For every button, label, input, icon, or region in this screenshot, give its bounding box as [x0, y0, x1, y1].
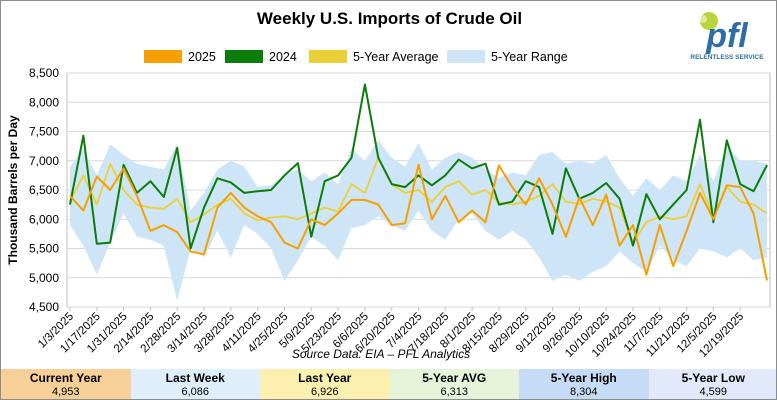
stat-value: 6,926 — [310, 386, 339, 398]
stat-5yr-avg: 5-Year AVG 6,313 — [389, 369, 519, 399]
stats-bar: Current Year 4,953 Last Week 6,086 Last … — [1, 369, 776, 399]
legend-swatch-5-year-average — [309, 50, 347, 63]
svg-text:RELENTLESS SERVICE: RELENTLESS SERVICE — [690, 54, 764, 61]
svg-text:pfl: pfl — [705, 17, 749, 55]
stat-5yr-high: 5-Year High 8,304 — [519, 369, 649, 399]
y-tick-label: 5,000 — [29, 271, 59, 285]
stat-value: 4,953 — [51, 386, 80, 398]
series-2025-line — [69, 163, 768, 281]
legend-label: 5-Year Average — [353, 50, 439, 64]
chart-area: 4,500 5,000 5,500 6,000 6,500 7,000 7,500 8,000… — [6, 50, 771, 361]
series-2024-line — [69, 83, 768, 250]
stat-last-week: Last Week 6,086 — [130, 369, 260, 399]
legend-swatch-2024 — [225, 50, 263, 63]
y-tick-label: 7,000 — [29, 154, 59, 168]
y-tick-label: 8,500 — [29, 66, 59, 80]
y-tick-label: 7,500 — [29, 125, 59, 139]
y-tick-label: 8,000 — [29, 95, 59, 109]
legend-label: 2024 — [269, 50, 297, 64]
y-tick-label: 6,000 — [29, 212, 59, 226]
y-tick-label: 5,500 — [29, 242, 59, 256]
stat-label: 5-Year High — [550, 371, 617, 385]
stat-value: 6,086 — [181, 386, 210, 398]
legend-swatch-5-year-range — [447, 50, 485, 63]
stat-value: 4,599 — [699, 386, 728, 398]
legend-label: 5-Year Range — [491, 50, 568, 64]
stat-last-year: Last Year 6,926 — [260, 369, 390, 399]
legend-swatch-2025 — [144, 50, 182, 63]
y-tick-label: 6,500 — [29, 183, 59, 197]
stat-value: 6,313 — [440, 386, 469, 398]
legend-label: 2025 — [188, 50, 216, 64]
stat-5yr-low: 5-Year Low 4,599 — [648, 369, 776, 399]
stat-label: 5-Year AVG — [422, 371, 487, 385]
source-note: Source Data: EIA – PFL Analytics — [292, 347, 470, 361]
y-axis-label: Thousand Barrels per Day — [6, 115, 20, 265]
series-5-year-range-band — [70, 140, 767, 302]
chart-title: Weekly U.S. Imports of Crude Oil — [256, 9, 523, 28]
stat-label: 5-Year Low — [681, 371, 745, 385]
stat-value: 8,304 — [569, 386, 598, 398]
stat-label: Last Week — [165, 371, 225, 385]
pfl-logo: pfl RELENTLESS SERVICE — [690, 12, 764, 61]
stat-label: Current Year — [29, 371, 102, 385]
y-tick-label: 4,500 — [29, 300, 59, 314]
stat-label: Last Year — [298, 371, 352, 385]
stat-current-year: Current Year 4,953 — [1, 369, 131, 399]
